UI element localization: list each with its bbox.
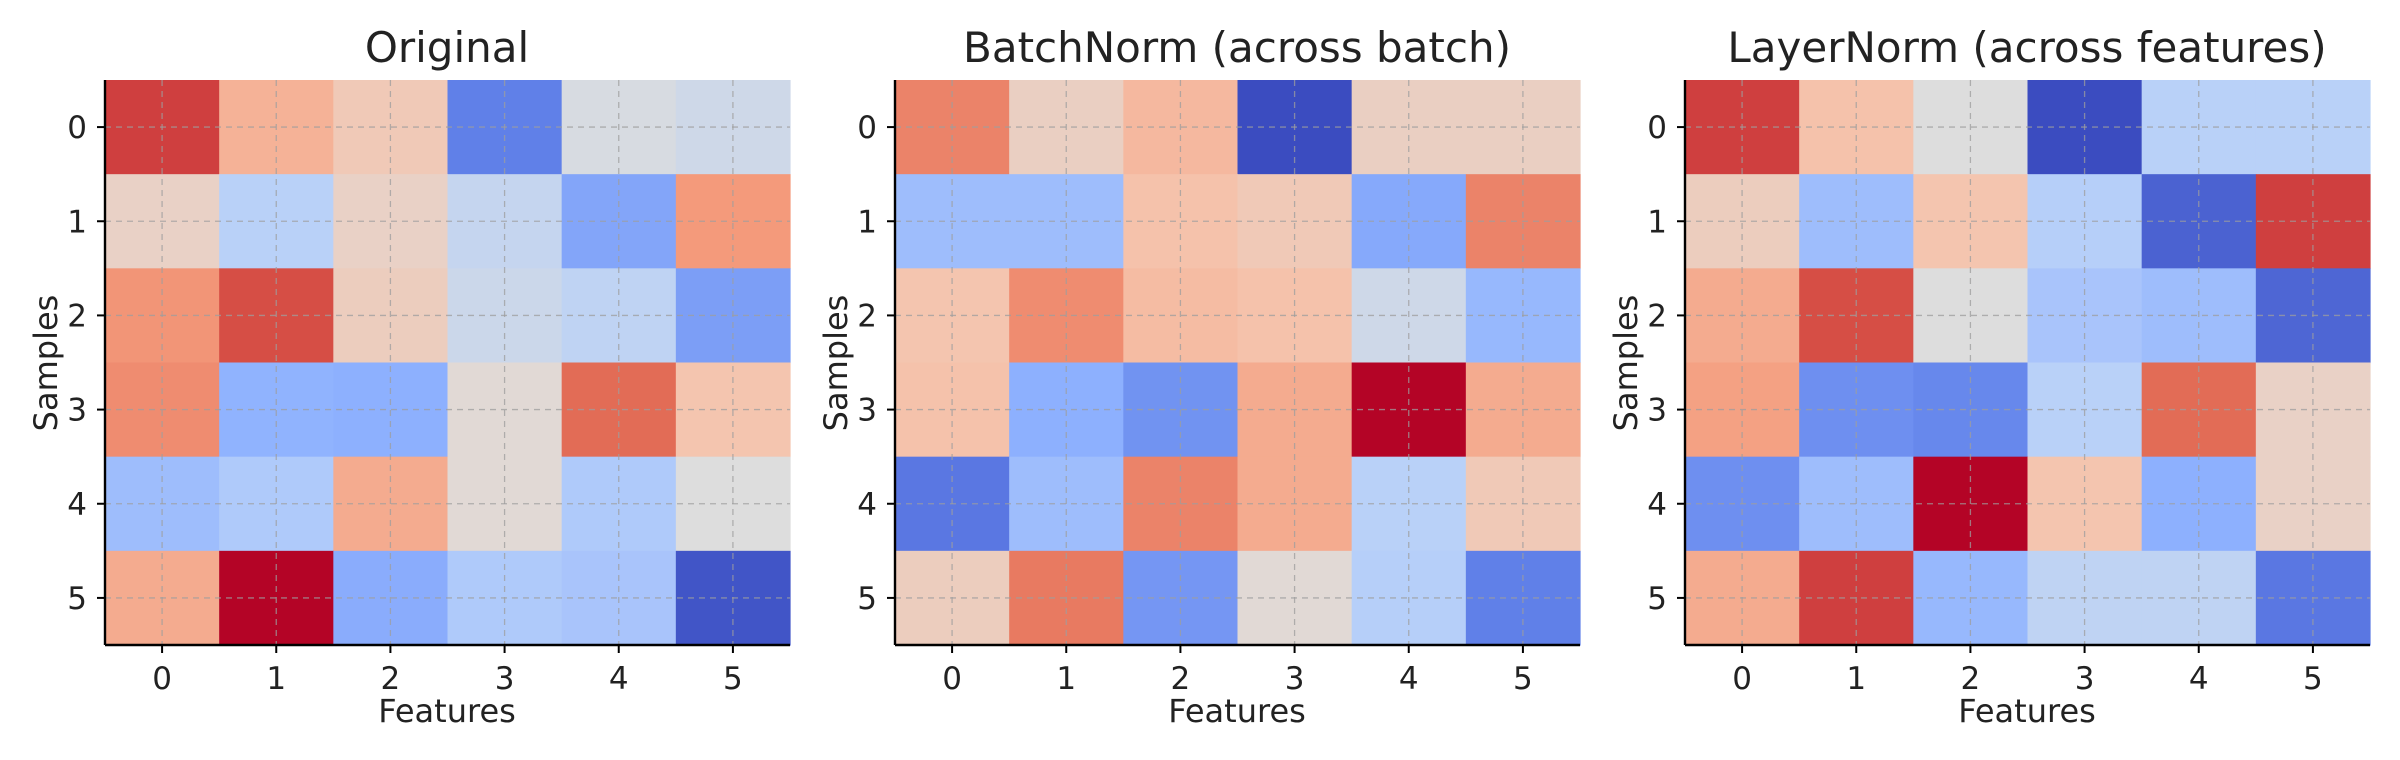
y-tick-label: 4 <box>67 487 87 523</box>
y-tick-label: 5 <box>857 581 877 617</box>
y-tick-label: 3 <box>857 393 877 429</box>
x-tick-label: 2 <box>1171 661 1191 697</box>
x-tick-label: 3 <box>2075 661 2095 697</box>
x-tick-label: 4 <box>1399 661 1419 697</box>
x-axis-label: Features <box>1168 692 1306 730</box>
x-axis-label: Features <box>1958 692 2096 730</box>
y-tick-label: 1 <box>1647 204 1667 240</box>
y-axis-label: Samples <box>27 295 65 432</box>
y-tick-label: 4 <box>1647 487 1667 523</box>
panel-batchnorm: BatchNorm (across batch) 0 1 2 3 4 5 0 1 2 3 4 5 Fe… <box>817 23 1581 730</box>
y-axis-label: Samples <box>1607 295 1645 432</box>
y-tick-label: 2 <box>857 298 877 334</box>
x-tick-label: 5 <box>2303 661 2323 697</box>
x-tick-label: 3 <box>1285 661 1305 697</box>
x-tick-label: 0 <box>1732 661 1752 697</box>
y-tick-label: 1 <box>857 204 877 240</box>
y-tick-label: 2 <box>67 298 87 334</box>
x-tick-label: 5 <box>723 661 743 697</box>
y-tick-label: 3 <box>67 393 87 429</box>
x-tick-label: 1 <box>1846 661 1866 697</box>
panel-title: LayerNorm (across features) <box>1727 23 2326 72</box>
x-tick-label: 0 <box>152 661 172 697</box>
x-tick-label: 0 <box>942 661 962 697</box>
y-tick-label: 4 <box>857 487 877 523</box>
y-tick-label: 2 <box>1647 298 1667 334</box>
panel-title: BatchNorm (across batch) <box>963 23 1511 72</box>
x-tick-label: 1 <box>1056 661 1076 697</box>
x-tick-label: 1 <box>266 661 286 697</box>
y-tick-label: 0 <box>1647 110 1667 146</box>
panel-title: Original <box>365 23 529 72</box>
y-tick-label: 3 <box>1647 393 1667 429</box>
x-tick-label: 2 <box>381 661 401 697</box>
y-tick-label: 0 <box>857 110 877 146</box>
x-tick-label: 4 <box>2189 661 2209 697</box>
y-tick-label: 5 <box>67 581 87 617</box>
x-tick-label: 3 <box>495 661 515 697</box>
y-tick-label: 5 <box>1647 581 1667 617</box>
x-tick-label: 4 <box>609 661 629 697</box>
x-tick-label: 5 <box>1513 661 1533 697</box>
panel-layernorm: LayerNorm (across features) 0 1 2 3 4 5 0 1 2 3 4 5… <box>1607 23 2371 730</box>
panel-original: Original 0 1 2 3 4 5 0 1 2 3 4 5 Features Samples <box>27 23 791 730</box>
y-axis-label: Samples <box>817 295 855 432</box>
x-tick-label: 2 <box>1961 661 1981 697</box>
x-axis-label: Features <box>378 692 516 730</box>
y-tick-label: 0 <box>67 110 87 146</box>
y-tick-label: 1 <box>67 204 87 240</box>
